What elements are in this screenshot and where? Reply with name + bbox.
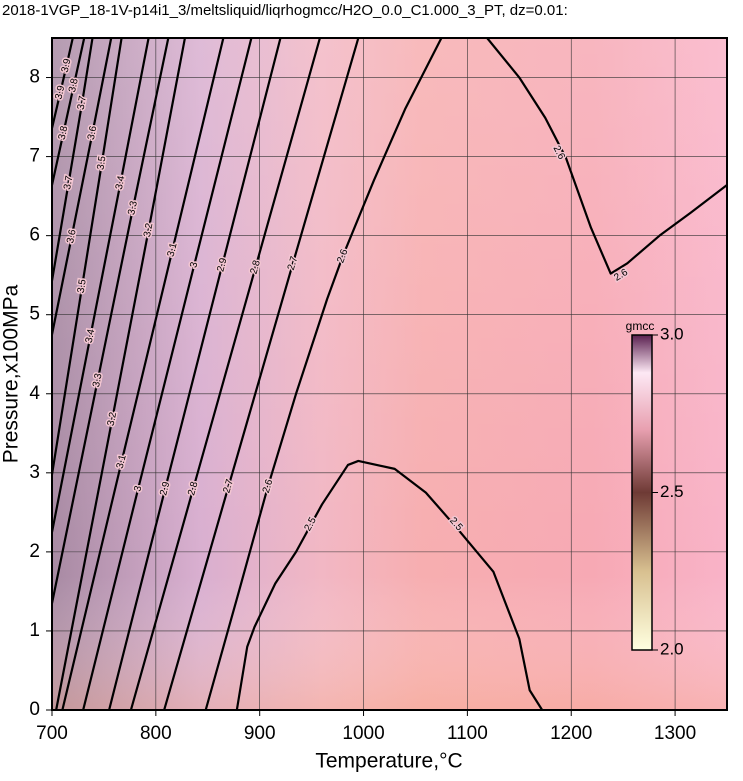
contour-label: 3.8 (57, 125, 71, 141)
colorbar-tick-label: 2.5 (660, 482, 684, 501)
contour-label: 3.3 (91, 372, 105, 388)
contour-label: 3.2 (142, 222, 156, 238)
contour-line (61, 38, 225, 710)
colorbar-tick-label: 3.0 (660, 324, 684, 343)
contour-line (52, 38, 113, 335)
contour-label: 3.7 (62, 175, 75, 191)
contour-line (55, 38, 187, 710)
contour-label: 2.9 (215, 256, 229, 273)
contour-line (204, 38, 443, 710)
contour-label: 2.7 (286, 255, 301, 272)
contour-labels: 2.5 2.52.62.62.62.62.72.72.82.82.92.9333.… (52, 56, 632, 535)
contour-label: 3.5 (76, 278, 89, 294)
contour-line (129, 38, 321, 710)
contour-label: 3.4 (114, 174, 128, 190)
contour-label: 3 (132, 484, 144, 492)
y-tick-label: 8 (29, 67, 40, 88)
colorbar (631, 334, 653, 651)
x-tick-label: 1200 (550, 723, 592, 744)
contour-label: 3.6 (86, 125, 100, 141)
colorbar-label: gmcc (626, 319, 655, 333)
contour-label: 3.3 (126, 200, 140, 216)
x-tick-label: 900 (244, 723, 276, 744)
contour-label: 3.7 (76, 95, 89, 111)
y-tick-label: 3 (29, 462, 40, 483)
x-tick-label: 1000 (342, 723, 384, 744)
contour-line (52, 38, 94, 281)
y-axis-label: Pressure,x100MPa (0, 284, 23, 463)
contour-label: 3.1 (166, 241, 180, 258)
contour-line (52, 38, 150, 533)
y-tick-label: 6 (29, 225, 40, 246)
contour-line (163, 38, 360, 710)
contour-label: 3.5 (95, 155, 108, 171)
contour-label: 3.1 (115, 453, 129, 470)
contour-label: 3.8 (67, 77, 81, 93)
contour-line (52, 38, 123, 475)
contour-label: 3.6 (65, 228, 79, 244)
contour-line (52, 38, 74, 129)
colorbar-tick-label: 2.0 (660, 639, 684, 658)
x-tick-label: 1300 (654, 723, 696, 744)
y-tick-label: 0 (29, 699, 40, 720)
contour-line (52, 38, 170, 604)
chart-title: 2018-1VGP_18-1V-p14i1_3/meltsliquid/liqr… (2, 2, 568, 19)
y-tick-label: 2 (29, 541, 40, 562)
y-tick-label: 5 (29, 304, 40, 325)
contour-line (52, 38, 86, 186)
contour-line (486, 38, 727, 275)
x-tick-label: 1100 (447, 723, 488, 744)
x-axis-label: Temperature,°C (315, 750, 462, 773)
contour-label: 3.9 (60, 57, 74, 73)
plot-shade (52, 38, 727, 710)
y-tick-label: 1 (29, 620, 40, 641)
contour-label: 2.9 (158, 480, 172, 497)
y-tick-label: 4 (29, 383, 40, 404)
contour-line (108, 38, 282, 710)
contour-label: 3.4 (84, 328, 98, 344)
plot-frame (51, 37, 728, 711)
contour-line (235, 459, 544, 710)
contour-label: 3 (188, 260, 200, 268)
contours (52, 38, 727, 710)
y-tick-label: 7 (29, 146, 40, 167)
contour-label: 3.2 (106, 411, 120, 427)
x-tick-label: 700 (36, 723, 68, 744)
x-tick-label: 800 (140, 723, 172, 744)
contour-label: 3.9 (54, 84, 68, 100)
contour-line (82, 38, 253, 710)
